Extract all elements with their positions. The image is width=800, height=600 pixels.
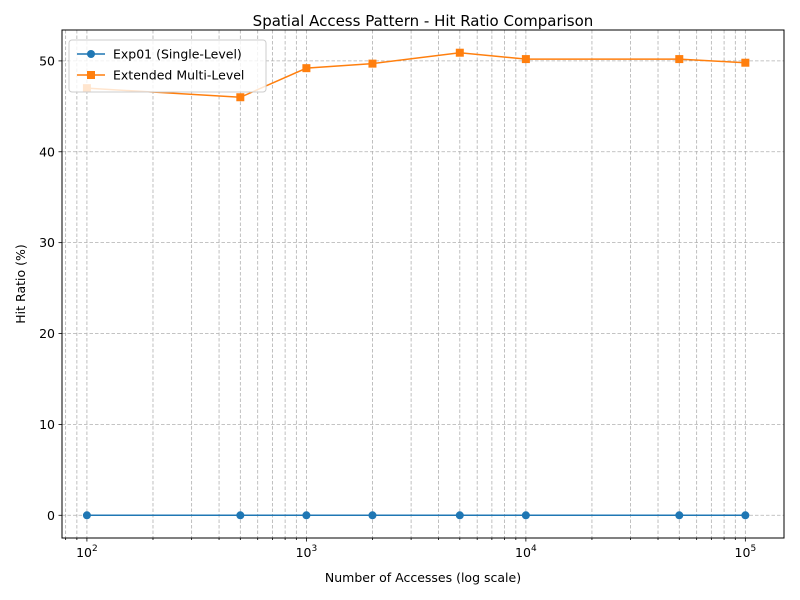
data-point-square	[741, 58, 750, 67]
y-axis-label: Hit Ratio (%)	[13, 244, 28, 323]
legend-box	[68, 39, 267, 93]
data-point-square	[675, 55, 684, 64]
y-tick-label: 10	[39, 417, 55, 432]
legend-marker-square	[87, 71, 95, 79]
data-point-circle	[455, 511, 464, 520]
y-tick-label: 30	[39, 235, 55, 250]
data-point-square	[236, 93, 245, 102]
legend-marker-circle	[87, 50, 95, 58]
data-point-square	[455, 48, 464, 57]
y-tick-label: 40	[39, 144, 55, 159]
data-point-circle	[368, 511, 377, 520]
grid-lines	[62, 30, 784, 538]
legend: Exp01 (Single-Level) Extended Multi-Level	[68, 39, 267, 93]
y-tick-label: 0	[47, 508, 55, 523]
data-point-circle	[302, 511, 311, 520]
data-point-square	[368, 59, 377, 68]
y-tick-label: 50	[39, 53, 55, 68]
data-point-circle	[741, 511, 750, 520]
x-tick-label: 102	[76, 544, 98, 560]
data-point-circle	[675, 511, 684, 520]
plot-frame	[61, 29, 785, 539]
x-tick-label: 103	[296, 544, 318, 560]
data-point-square	[521, 55, 530, 64]
axis-ticks: 0 10 20 30 40 50 102 103 104 105	[39, 53, 756, 560]
y-tick-label: 20	[39, 326, 55, 341]
x-tick-label: 105	[735, 544, 757, 560]
legend-label: Exp01 (Single-Level)	[113, 47, 242, 62]
data-point-circle	[521, 511, 530, 520]
data-point-square	[302, 64, 311, 73]
legend-label: Extended Multi-Level	[113, 68, 244, 83]
x-axis-label: Number of Accesses (log scale)	[325, 570, 521, 585]
series-layer	[82, 48, 750, 520]
data-point-circle	[236, 511, 245, 520]
x-tick-label: 104	[515, 544, 537, 560]
data-point-circle	[82, 511, 91, 520]
chart-title: Spatial Access Pattern - Hit Ratio Compa…	[253, 12, 594, 30]
